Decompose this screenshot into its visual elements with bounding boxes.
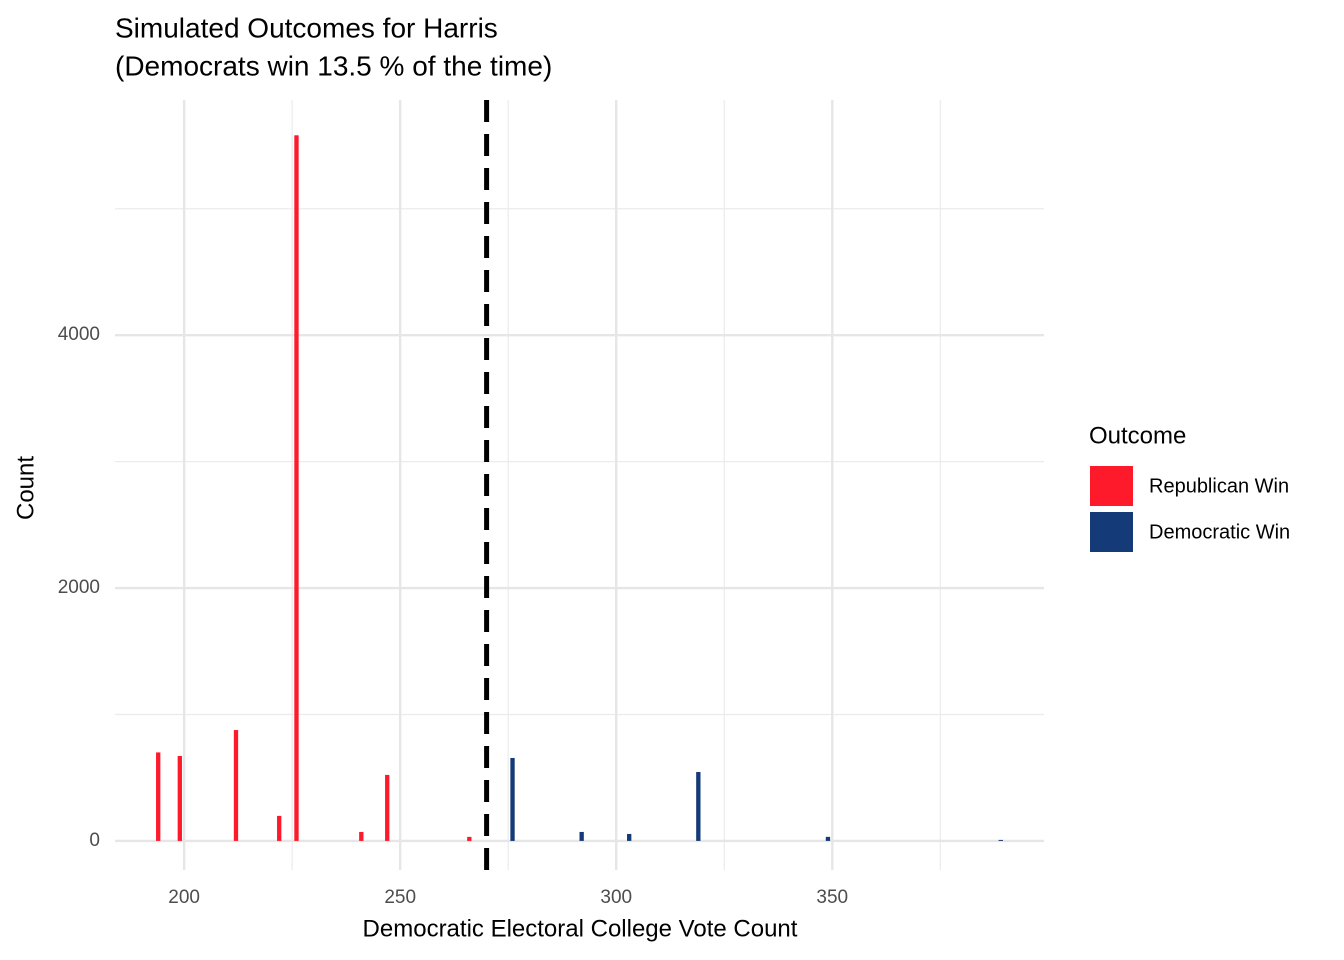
bar xyxy=(277,815,282,841)
bar xyxy=(998,839,1003,841)
x-tick-label: 300 xyxy=(600,887,632,908)
x-tick-label: 350 xyxy=(816,887,848,908)
bar xyxy=(294,135,299,841)
bar xyxy=(233,730,239,841)
chart-title: Simulated Outcomes for Harris xyxy=(115,12,498,43)
chart-subtitle: (Democrats win 13.5 % of the time) xyxy=(115,50,552,81)
bar xyxy=(510,757,515,841)
bar xyxy=(385,774,390,841)
x-axis-label: Democratic Electoral College Vote Count xyxy=(363,915,798,942)
y-tick-label: 2000 xyxy=(58,577,100,598)
bar xyxy=(696,772,701,841)
legend-label: Republican Win xyxy=(1149,475,1289,497)
y-tick-label: 0 xyxy=(89,830,100,851)
bar xyxy=(627,833,632,841)
bar xyxy=(359,831,364,841)
bar xyxy=(579,831,584,841)
bar xyxy=(825,836,831,841)
legend-swatch xyxy=(1090,466,1133,506)
y-tick-label: 4000 xyxy=(58,324,100,345)
bar xyxy=(467,836,472,841)
bar xyxy=(177,755,182,841)
legend-title: Outcome xyxy=(1089,422,1186,449)
y-axis-label: Count xyxy=(12,456,39,520)
x-tick-label: 250 xyxy=(384,887,416,908)
legend-swatch xyxy=(1090,512,1133,552)
x-tick-label: 200 xyxy=(168,887,200,908)
bar xyxy=(156,752,161,841)
legend-label: Democratic Win xyxy=(1149,521,1290,543)
